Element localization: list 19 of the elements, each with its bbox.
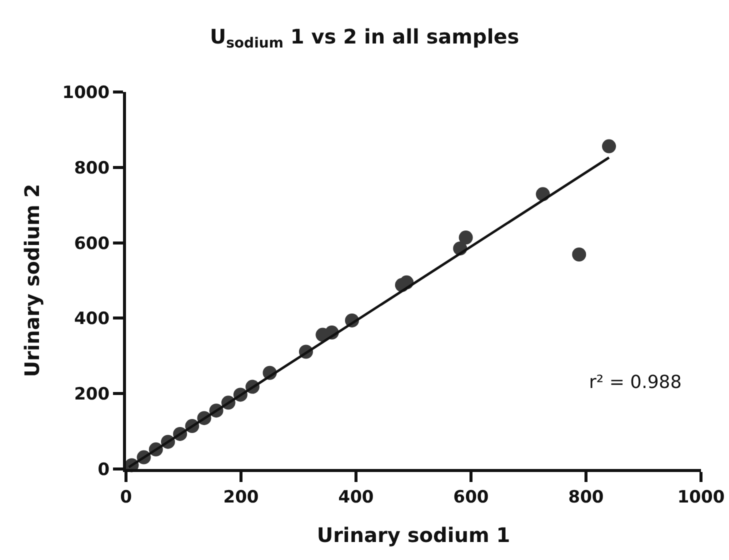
x-tick-label: 400 — [338, 487, 374, 508]
y-tick-label: 0 — [98, 460, 110, 480]
x-tick-label: 0 — [120, 487, 132, 508]
y-tick-label: 600 — [74, 234, 110, 254]
annotation: r² = 0.988 — [589, 372, 682, 393]
y-tick-label: 200 — [74, 384, 110, 405]
point — [572, 247, 586, 262]
x-axis-title: Urinary sodium 1 — [316, 522, 510, 547]
chart-title: U$_{sodium}$ 1 vs 2 in all samples — [210, 24, 520, 52]
y-tick-label: 800 — [74, 158, 110, 178]
x-tick-label: 800 — [568, 487, 604, 508]
x-tick-label: 600 — [453, 487, 489, 508]
y-tick-label: 400 — [74, 309, 110, 330]
point — [602, 139, 616, 154]
point — [458, 230, 473, 245]
x-tick-label: 1000 — [677, 487, 725, 508]
y-tick-label: 1000 — [62, 82, 110, 103]
y-axis-title: Urinary sodium 2 — [20, 184, 44, 378]
x-tick-label: 200 — [223, 487, 259, 508]
